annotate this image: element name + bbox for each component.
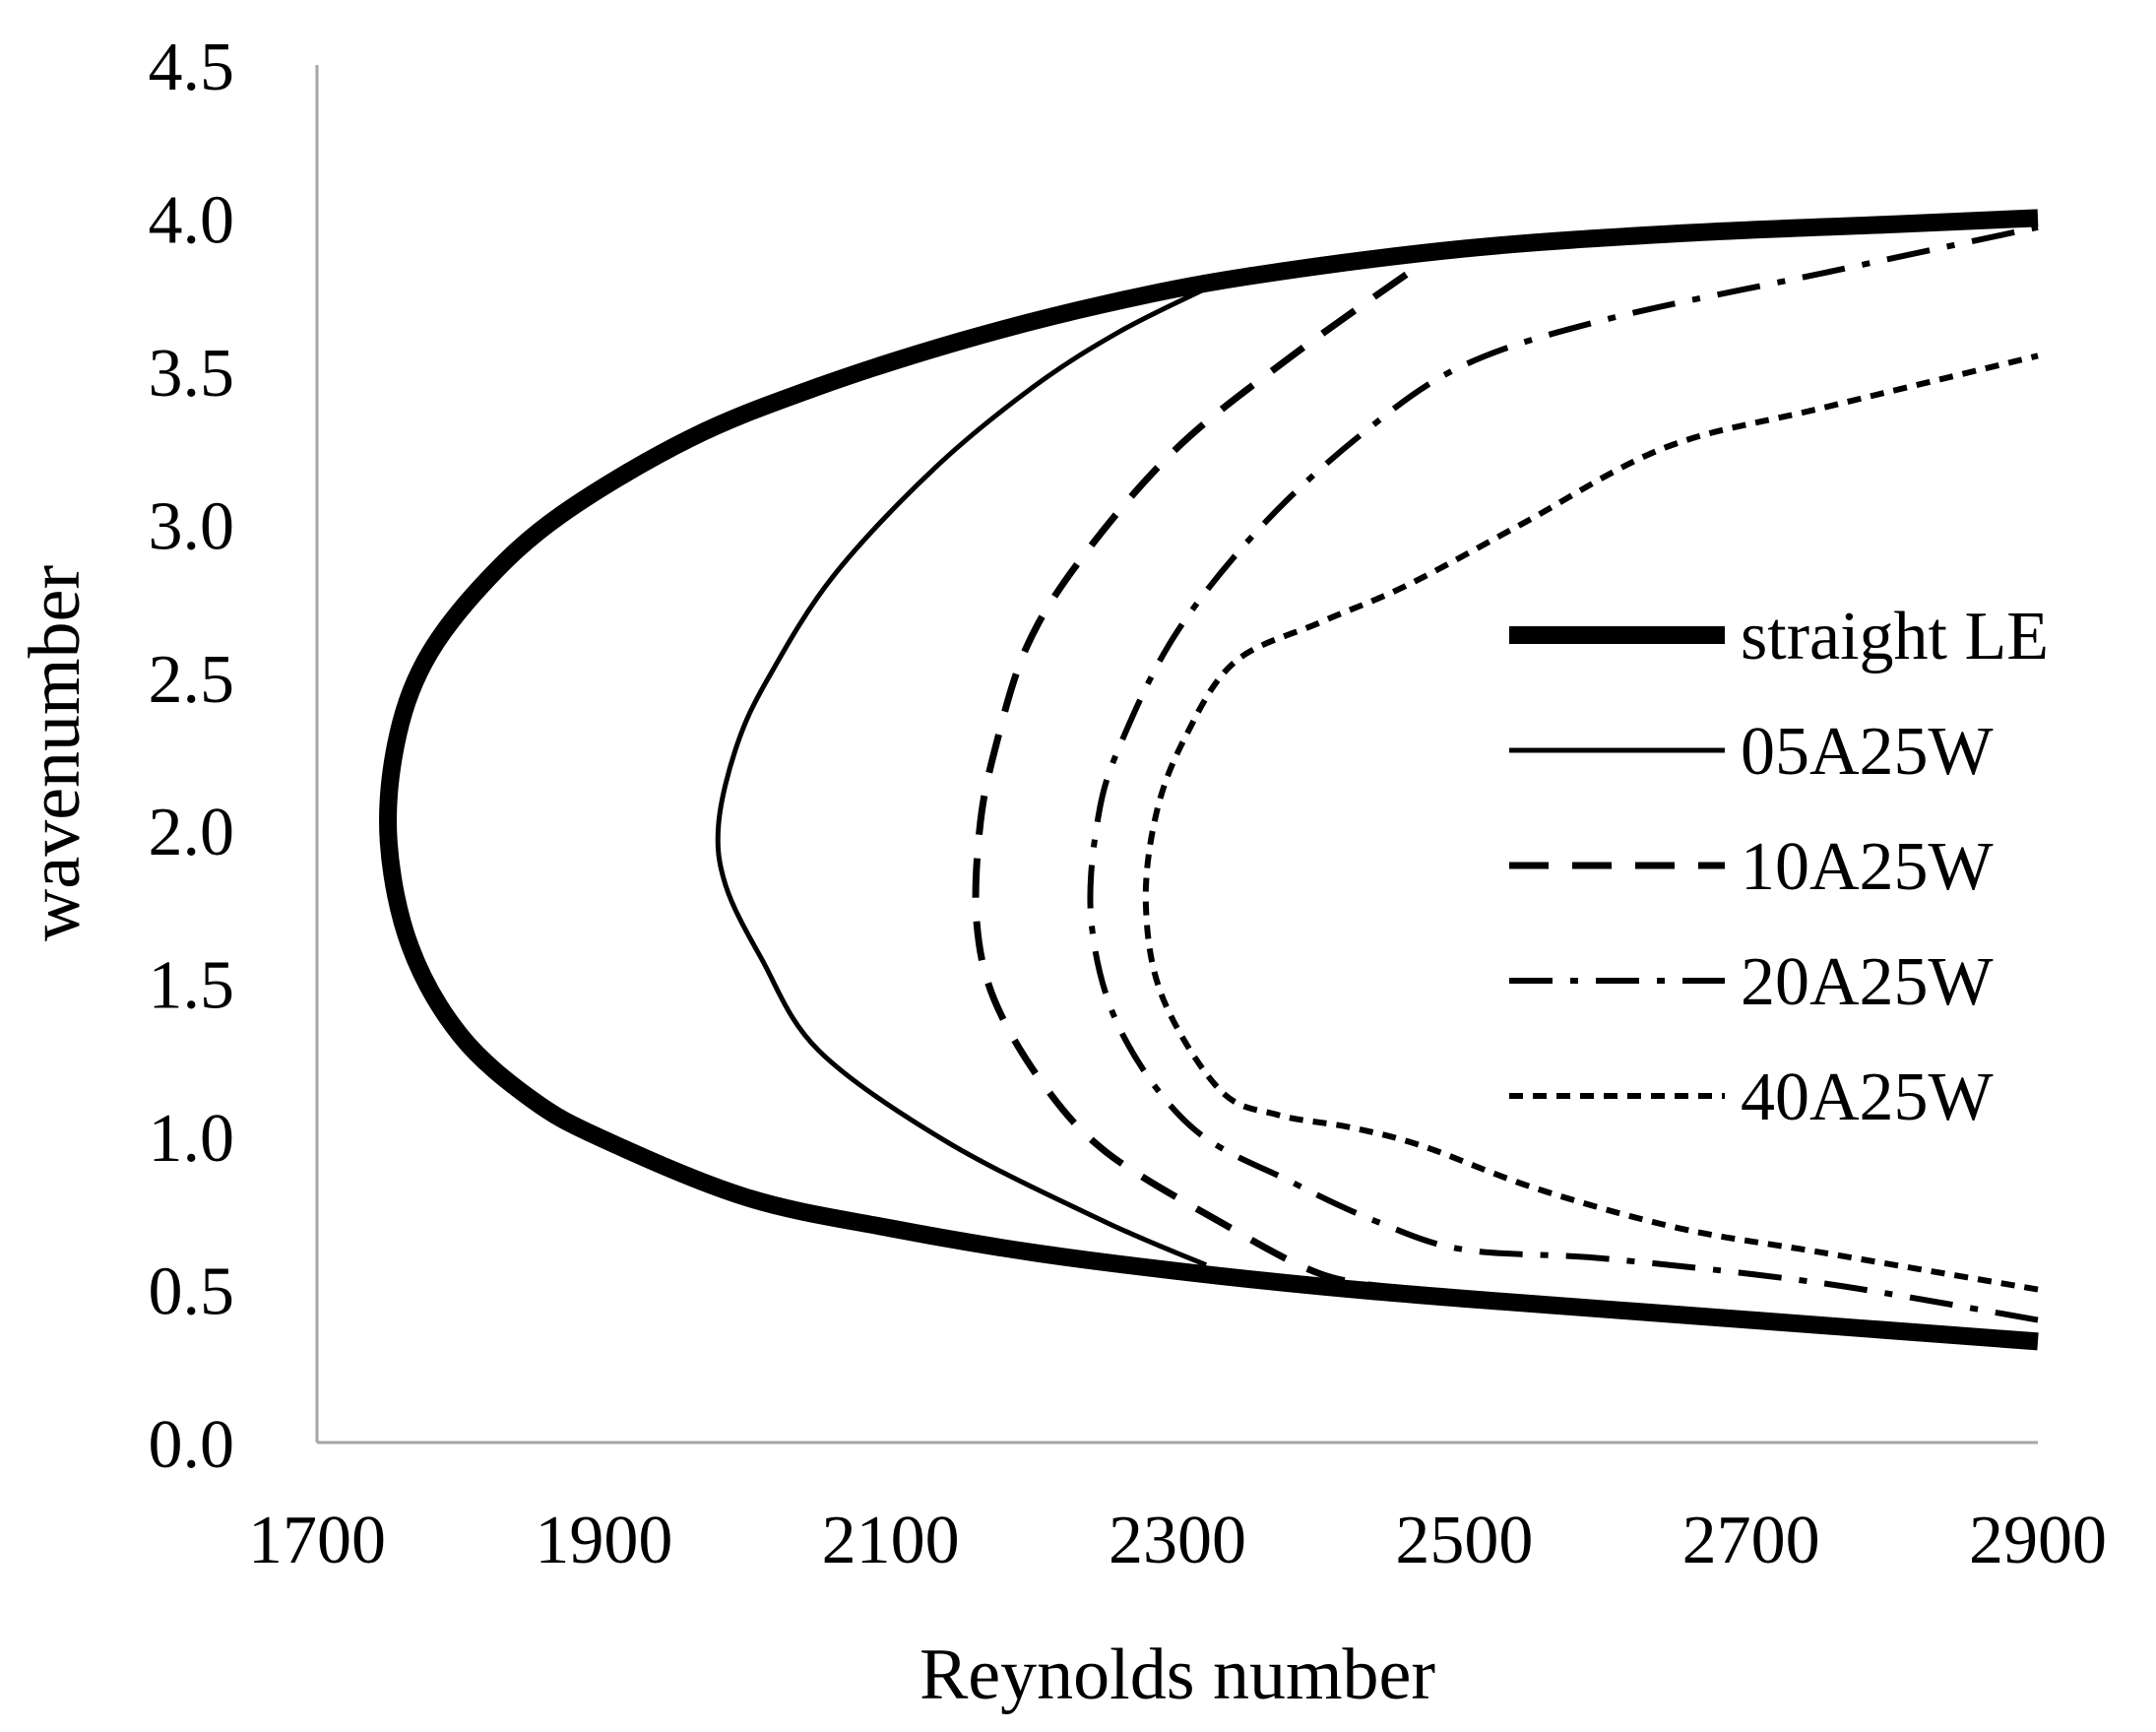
legend-label: 40A25W [1741, 1059, 1994, 1135]
y-tick-label: 0.5 [149, 1254, 235, 1330]
chart-axes [315, 65, 2038, 1444]
y-tick-label: 2.5 [149, 642, 235, 718]
y-tick-label: 4.0 [149, 182, 235, 258]
series-line-20a25w [1087, 224, 2039, 1323]
series-line-05a25w [715, 286, 1208, 1267]
series-line-straight-le [379, 209, 2039, 1351]
series-line-40a25w [1142, 353, 2039, 1293]
legend-label: 05A25W [1741, 714, 1994, 790]
x-tick-label: 1700 [248, 1503, 386, 1578]
x-tick-label: 1900 [535, 1503, 672, 1578]
y-tick-label: 0.0 [149, 1407, 235, 1483]
x-tick-label: 2500 [1395, 1503, 1533, 1578]
y-tick-label: 1.0 [149, 1101, 235, 1177]
legend-label: 10A25W [1741, 829, 1994, 905]
y-tick-label: 2.0 [149, 795, 235, 870]
legend-label: straight LE [1741, 599, 2049, 674]
y-tick-label: 1.5 [149, 948, 235, 1024]
x-axis-title: Reynolds number [919, 1635, 1435, 1715]
x-tick-labels: 1700 1900 2100 2300 2500 2700 2900 [248, 1503, 2107, 1578]
x-tick-label: 2100 [822, 1503, 960, 1578]
legend: straight LE 05A25W 10A25W 20A25W 40A25W [1509, 599, 2049, 1135]
x-tick-label: 2700 [1682, 1503, 1820, 1578]
y-tick-labels: 0.0 0.5 1.0 1.5 2.0 2.5 3.0 3.5 4.0 4.5 [149, 30, 235, 1483]
x-tick-label: 2300 [1109, 1503, 1246, 1578]
x-tick-label: 2900 [1969, 1503, 2107, 1578]
legend-label: 20A25W [1741, 944, 1994, 1020]
series-lines [379, 209, 2039, 1351]
y-tick-label: 4.5 [149, 30, 235, 105]
series-line-10a25w [972, 261, 1424, 1294]
y-tick-label: 3.0 [149, 488, 235, 564]
y-tick-label: 3.5 [149, 336, 235, 412]
y-axis-title: wavenumber [15, 565, 95, 941]
